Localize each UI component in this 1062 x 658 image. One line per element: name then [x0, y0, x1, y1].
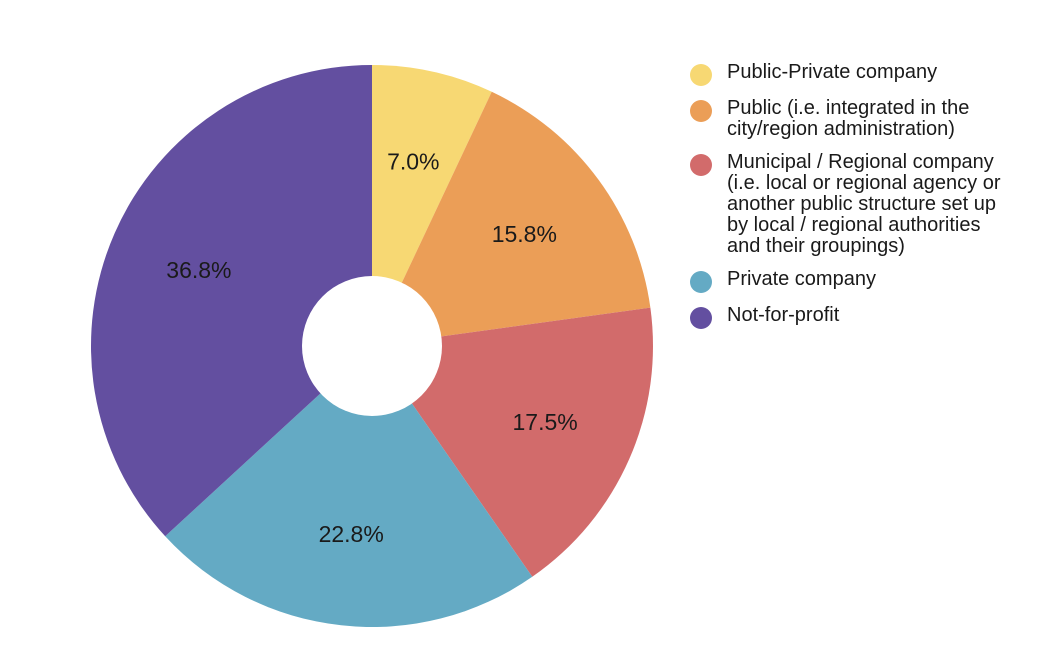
- slice-not-for-profit[interactable]: [90, 64, 372, 537]
- slice-public-private-company[interactable]: [372, 65, 492, 346]
- legend-label-municipal-regional-company: Municipal / Regional company (i.e. local…: [727, 151, 1001, 257]
- legend-item-not-for-profit[interactable]: Not-for-profit: [690, 305, 1050, 329]
- slice-value-label-not-for-profit: 36.8%: [166, 257, 231, 283]
- slice-value-label-public: 15.8%: [492, 221, 557, 247]
- slice-value-label-municipal-regional-company: 17.5%: [512, 409, 577, 435]
- legend-item-private-company[interactable]: Private company: [690, 269, 1050, 293]
- legend-item-public[interactable]: Public (i.e. integrated in the city/regi…: [690, 98, 1050, 140]
- slice-private-company[interactable]: [165, 346, 533, 627]
- legend-label-public: Public (i.e. integrated in the city/regi…: [727, 97, 970, 140]
- legend-swatch-private-company: [690, 271, 712, 293]
- donut-hole: [302, 276, 442, 416]
- legend: Public-Private company Public (i.e. inte…: [690, 62, 1050, 341]
- slice-value-label-private-company: 22.8%: [319, 521, 384, 547]
- slice-value-label-public-private-company: 7.0%: [387, 149, 439, 175]
- slice-public[interactable]: [372, 91, 651, 346]
- legend-swatch-not-for-profit: [690, 307, 712, 329]
- legend-swatch-public-private-company: [690, 64, 712, 86]
- slice-municipal-regional-company[interactable]: [372, 307, 653, 577]
- legend-label-not-for-profit: Not-for-profit: [727, 304, 840, 326]
- legend-item-municipal-regional-company[interactable]: Municipal / Regional company (i.e. local…: [690, 152, 1050, 257]
- legend-swatch-public: [690, 100, 712, 122]
- legend-swatch-municipal-regional-company: [690, 154, 712, 176]
- legend-label-public-private-company: Public-Private company: [727, 61, 938, 83]
- legend-label-private-company: Private company: [727, 268, 876, 290]
- legend-item-public-private-company[interactable]: Public-Private company: [690, 62, 1050, 86]
